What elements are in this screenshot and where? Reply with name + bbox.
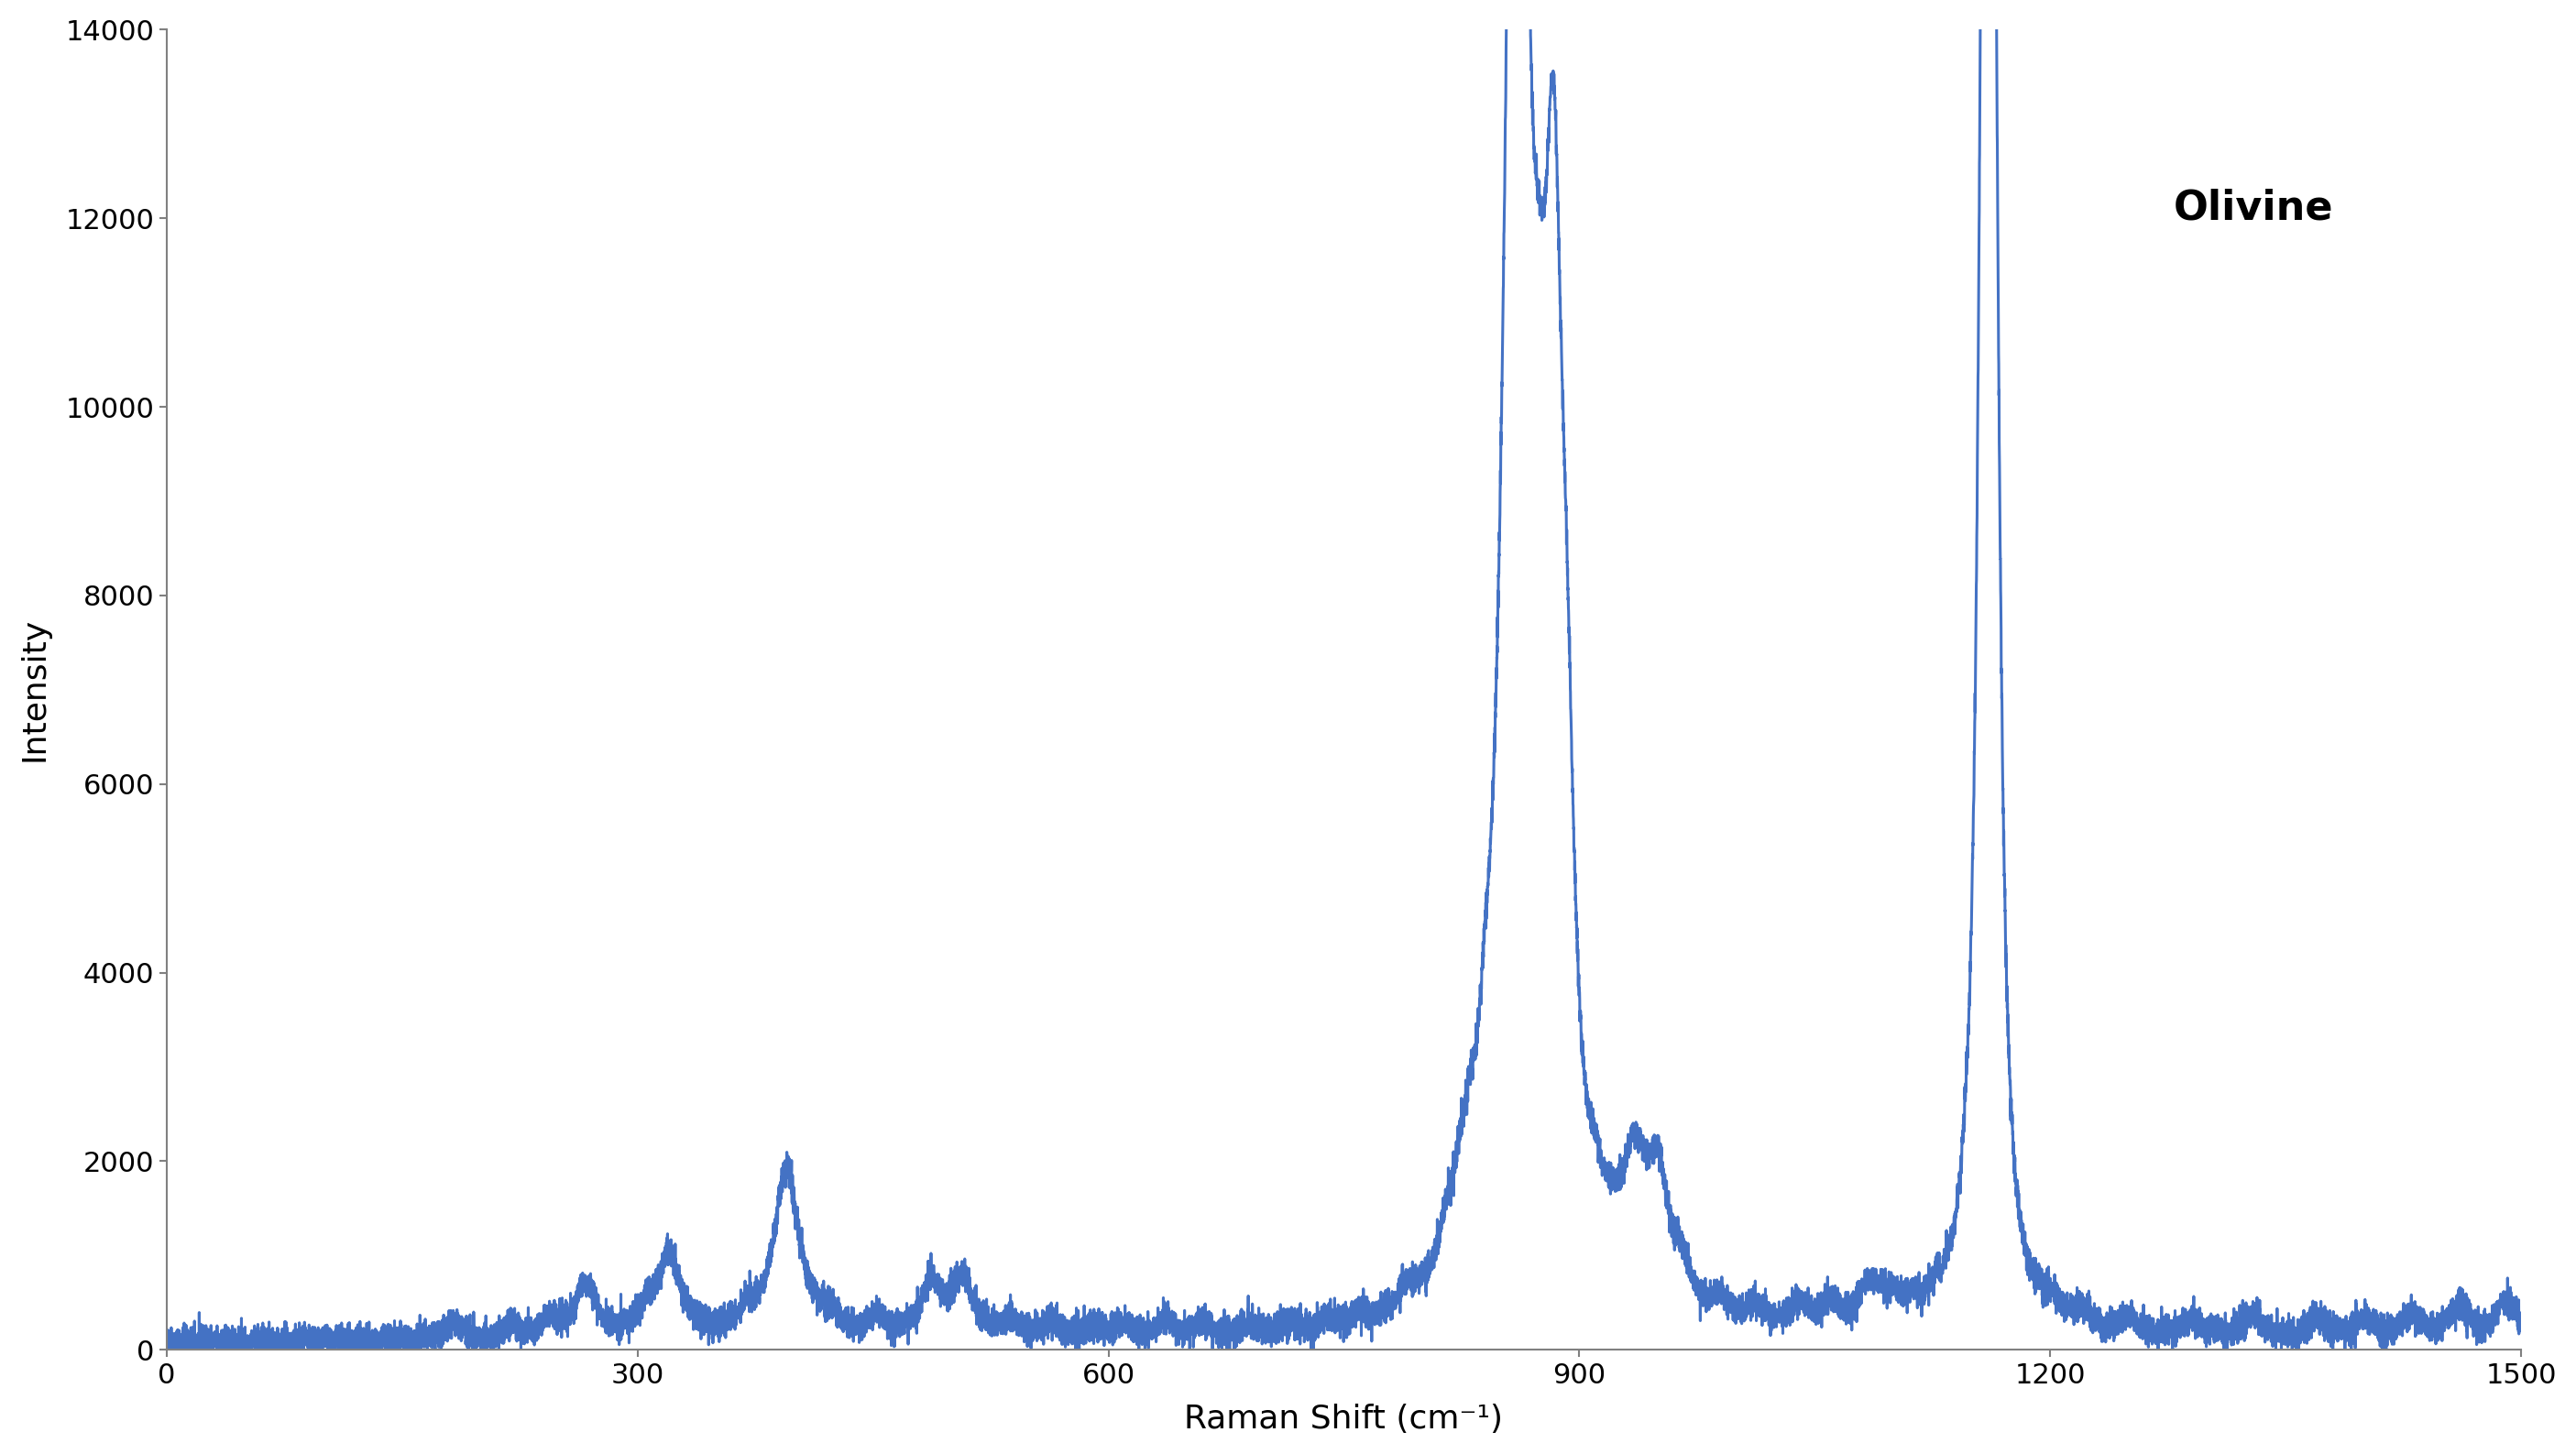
Y-axis label: Intensity: Intensity bbox=[18, 618, 52, 762]
Text: Olivine: Olivine bbox=[2174, 188, 2334, 227]
X-axis label: Raman Shift (cm⁻¹): Raman Shift (cm⁻¹) bbox=[1185, 1403, 1504, 1435]
